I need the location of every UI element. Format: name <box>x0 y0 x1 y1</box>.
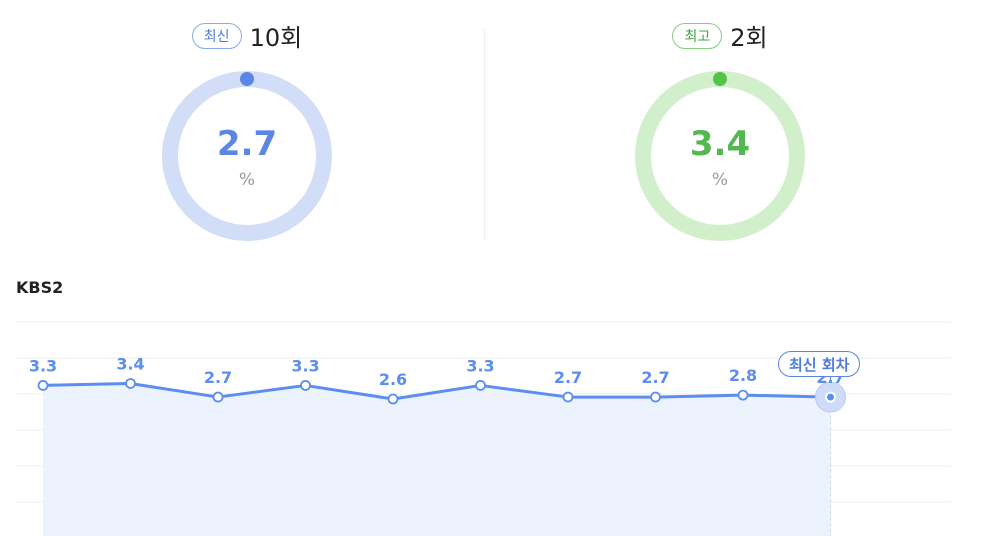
data-point <box>212 391 224 403</box>
best-rating-panel: 최고 2회 3.4 % <box>480 0 960 250</box>
best-header: 최고 2회 <box>480 18 960 53</box>
best-rating-ring: 3.4 % <box>634 70 806 242</box>
latest-ring-graphic <box>162 71 332 241</box>
data-point <box>825 391 836 403</box>
best-rating-value: 3.4 <box>689 124 751 164</box>
latest-rating-unit: % <box>238 170 256 190</box>
best-episode: 2회 <box>730 24 768 52</box>
data-label: 2.6 <box>379 370 407 389</box>
best-ring-marker <box>713 72 727 86</box>
latest-rating-panel: 최신 10회 2.7 % <box>7 0 487 250</box>
data-label: 3.3 <box>291 356 319 375</box>
data-point <box>37 380 49 391</box>
data-point <box>387 393 399 405</box>
data-label: 3.3 <box>466 356 494 375</box>
data-point <box>475 380 486 391</box>
data-label: 2.8 <box>729 366 757 385</box>
data-label: 2.7 <box>554 368 582 387</box>
rating-line-chart: 3.33.42.73.32.63.32.72.72.82.7 <box>16 321 951 536</box>
latest-episode: 10회 <box>249 24 303 52</box>
latest-badge: 최신 <box>191 22 242 49</box>
chart-channel-title: KBS2 <box>16 278 64 297</box>
data-point <box>300 380 311 391</box>
series-line <box>42 381 831 401</box>
latest-rating-ring: 2.7 % <box>161 70 333 242</box>
data-point <box>737 389 749 401</box>
data-label: 2.7 <box>204 368 232 387</box>
latest-ring-marker <box>240 72 254 86</box>
data-point <box>562 391 574 403</box>
data-label: 3.3 <box>29 356 57 375</box>
data-label: 2.7 <box>641 368 669 387</box>
latest-episode-callout-label: 최신 회차 <box>778 351 861 377</box>
data-point <box>125 378 136 389</box>
latest-rating-value: 2.7 <box>216 124 278 164</box>
panel-divider <box>484 30 485 240</box>
data-label: 3.4 <box>116 354 144 373</box>
best-rating-unit: % <box>711 170 729 190</box>
data-point <box>650 391 661 403</box>
best-ring-graphic <box>635 71 805 241</box>
best-badge: 최고 <box>672 22 723 49</box>
latest-header: 최신 10회 <box>7 18 487 53</box>
latest-episode-callout: 최신 회차 <box>778 351 861 377</box>
series-area <box>43 383 831 536</box>
